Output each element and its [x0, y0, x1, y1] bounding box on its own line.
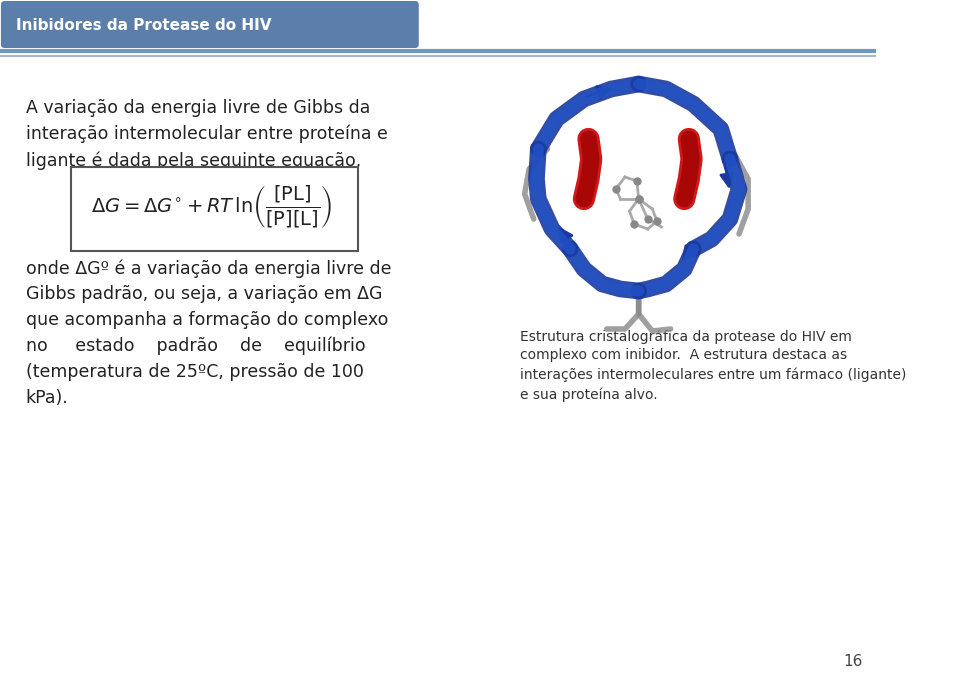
FancyBboxPatch shape: [71, 167, 358, 251]
Text: $\Delta G = \Delta G^{\circ} + RT\,\ln\!\left(\dfrac{[\mathrm{PL}]}{[\mathrm{P}]: $\Delta G = \Delta G^{\circ} + RT\,\ln\!…: [91, 184, 333, 230]
Text: 16: 16: [844, 654, 863, 669]
Text: A variação da energia livre de Gibbs da
interação intermolecular entre proteína : A variação da energia livre de Gibbs da …: [26, 99, 388, 170]
Text: onde ΔGº é a variação da energia livre de
Gibbs padrão, ou seja, a variação em Δ: onde ΔGº é a variação da energia livre d…: [26, 259, 391, 407]
FancyBboxPatch shape: [1, 1, 419, 48]
Text: Estrutura cristalográfica da protease do HIV em
complexo com inibidor.  A estrut: Estrutura cristalográfica da protease do…: [520, 329, 906, 402]
Text: Inibidores da Protease do HIV: Inibidores da Protease do HIV: [16, 17, 272, 32]
